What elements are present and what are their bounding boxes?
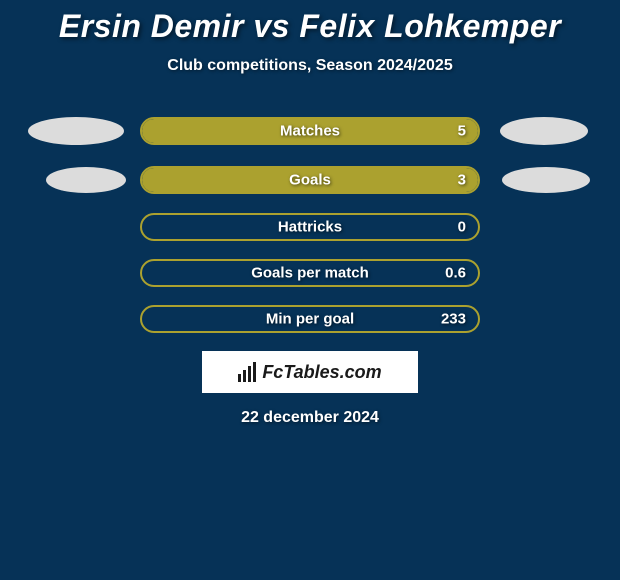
ellipse-right-icon [490,165,604,195]
stat-bar: Hattricks 0 [140,213,480,241]
comparison-card: Ersin Demir vs Felix Lohkemper Club comp… [0,0,620,427]
logo-box: FcTables.com [0,351,620,393]
stat-row-hattricks: Hattricks 0 [0,213,620,241]
stat-row-min-per-goal: Min per goal 233 [0,305,620,333]
ellipse-left-icon [16,165,130,195]
chart-area: Matches 5 Goals 3 Hattri [0,115,620,333]
logo-chart-icon [238,362,256,382]
subtitle: Club competitions, Season 2024/2025 [0,57,620,75]
stat-value: 3 [458,172,466,189]
stat-value: 0.6 [445,265,466,282]
ellipse-left-icon [16,115,130,147]
page-title: Ersin Demir vs Felix Lohkemper [0,8,620,45]
stat-value: 0 [458,219,466,236]
fctables-logo: FcTables.com [202,351,418,393]
logo-text: FcTables.com [262,362,381,383]
stat-label: Hattricks [278,219,342,236]
stat-label: Goals [289,172,331,189]
stat-label: Goals per match [251,265,369,282]
stat-bar: Min per goal 233 [140,305,480,333]
date-text: 22 december 2024 [0,409,620,427]
stat-label: Min per goal [266,311,354,328]
stat-row-goals-per-match: Goals per match 0.6 [0,259,620,287]
stat-bar: Goals per match 0.6 [140,259,480,287]
stat-value: 5 [458,123,466,140]
stat-label: Matches [280,123,340,140]
stat-bar: Goals 3 [140,166,480,194]
ellipse-right-icon [490,115,604,147]
stat-value: 233 [441,311,466,328]
stat-row-goals: Goals 3 [0,165,620,195]
stat-row-matches: Matches 5 [0,115,620,147]
stat-bar: Matches 5 [140,117,480,145]
